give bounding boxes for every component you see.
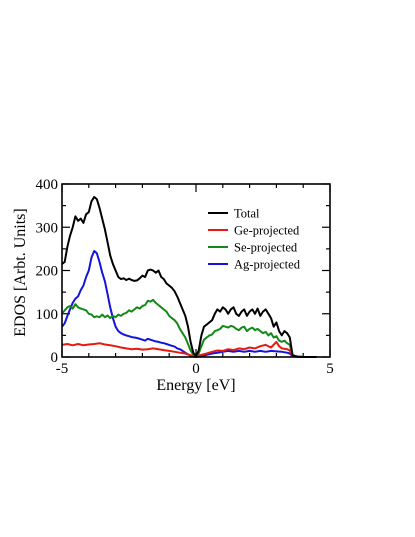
y-axis-label: EDOS [Arbt. Units] [12,208,29,336]
series-line-ag-projected [61,250,317,358]
x-tick-label: 5 [326,361,334,377]
legend-label: Se-projected [234,241,298,255]
y-tick-label: 300 [36,220,59,236]
y-tick-label: 100 [36,307,59,323]
legend-label: Ag-projected [234,258,301,272]
y-tick-label: 200 [36,264,59,280]
y-tick-label: 400 [36,177,59,193]
data-series [61,196,317,358]
legend: Total Ge-projected Se-projected Ag-projecte… [208,207,301,272]
plot-frame [61,183,331,358]
x-axis-label: Energy [eV] [156,377,235,394]
x-tick-label: -5 [56,361,69,377]
series-line-se-projected [61,298,317,358]
series-line-total [61,196,317,358]
legend-label: Ge-projected [234,224,300,238]
series-line-ge-projected [61,340,317,358]
y-tick-label: 0 [51,350,59,366]
legend-label: Total [234,207,260,221]
x-tick-label: 0 [192,361,200,377]
